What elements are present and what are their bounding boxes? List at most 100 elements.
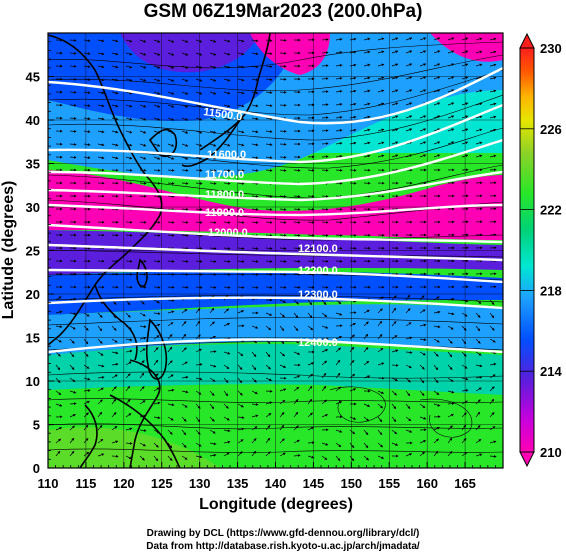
wind-arrow bbox=[83, 39, 91, 42]
wind-arrow bbox=[265, 169, 273, 172]
wind-arrow bbox=[167, 455, 173, 461]
wind-arrow bbox=[391, 102, 399, 106]
wind-arrow bbox=[181, 104, 189, 108]
wind-arrow bbox=[69, 64, 77, 68]
wind-arrow bbox=[223, 429, 231, 433]
wind-arrow bbox=[279, 38, 287, 42]
colorbar-label: 226 bbox=[540, 122, 562, 137]
wind-arrow bbox=[321, 51, 329, 55]
grid-lines bbox=[48, 33, 503, 468]
wind-arrow bbox=[195, 156, 203, 160]
wind-arrow bbox=[69, 129, 77, 133]
wind-arrow bbox=[279, 452, 286, 457]
wind-arrow bbox=[111, 104, 119, 108]
wind-arrow bbox=[405, 416, 412, 422]
wind-arrow bbox=[307, 285, 315, 289]
wind-arrow bbox=[419, 141, 427, 145]
wind-arrow bbox=[251, 260, 259, 263]
wind-arrow bbox=[167, 208, 175, 211]
wind-arrow bbox=[419, 89, 427, 93]
wind-arrow bbox=[363, 375, 371, 379]
wind-arrow bbox=[125, 338, 133, 342]
colorbar: 230 226 222 218 214 210 bbox=[519, 32, 562, 468]
wind-arrow bbox=[69, 351, 75, 358]
wind-arrow bbox=[293, 208, 301, 211]
wind-arrow bbox=[391, 37, 399, 41]
wind-arrow bbox=[419, 309, 426, 314]
wind-arrow bbox=[97, 156, 105, 160]
wind-arrow bbox=[181, 308, 188, 314]
wind-arrow bbox=[349, 442, 355, 449]
wind-arrow bbox=[209, 273, 217, 276]
wind-arrow bbox=[97, 376, 105, 379]
wind-arrow bbox=[223, 78, 231, 82]
wind-arrow bbox=[349, 128, 357, 132]
wind-arrow bbox=[139, 325, 147, 328]
wind-arrow bbox=[69, 51, 77, 55]
wind-arrow bbox=[377, 128, 385, 132]
wind-arrow bbox=[209, 307, 215, 314]
wind-arrow bbox=[237, 39, 245, 43]
wind-arrow bbox=[461, 115, 469, 119]
wind-arrow bbox=[307, 194, 315, 198]
contour-label-12100: 12100.0 bbox=[298, 243, 338, 255]
wind-arrow bbox=[139, 299, 145, 305]
wind-arrow bbox=[167, 195, 175, 198]
wind-arrow bbox=[153, 299, 160, 304]
wind-arrow bbox=[251, 414, 259, 418]
wind-arrow bbox=[447, 402, 455, 405]
wind-arrow bbox=[265, 260, 273, 263]
wind-arrow bbox=[447, 364, 453, 370]
wind-arrow bbox=[237, 221, 245, 224]
wind-arrow bbox=[83, 389, 91, 392]
wind-arrow bbox=[139, 52, 147, 56]
wind-arrow bbox=[223, 91, 231, 95]
wind-arrow bbox=[97, 411, 103, 418]
wind-arrow bbox=[321, 442, 329, 446]
wind-arrow bbox=[69, 297, 77, 301]
wind-arrow bbox=[167, 416, 174, 421]
wind-arrow bbox=[293, 195, 301, 198]
wind-arrow bbox=[251, 247, 259, 250]
wind-arrow bbox=[153, 233, 161, 237]
wind-arrow bbox=[293, 273, 301, 276]
wind-arrow bbox=[153, 359, 159, 366]
wind-arrow bbox=[265, 325, 272, 331]
wind-arrow bbox=[335, 359, 341, 366]
wind-arrow bbox=[405, 351, 413, 354]
wind-arrow bbox=[153, 442, 159, 448]
wind-arrow bbox=[69, 116, 77, 120]
wind-arrow bbox=[153, 285, 161, 289]
wind-arrow bbox=[209, 182, 217, 185]
contour-11500 bbox=[48, 66, 503, 125]
wind-arrow bbox=[83, 143, 91, 146]
wind-arrow bbox=[461, 400, 468, 405]
wind-arrow bbox=[489, 374, 496, 379]
wind-arrow bbox=[69, 437, 75, 444]
wind-arrow bbox=[489, 398, 495, 405]
wind-arrow bbox=[363, 360, 370, 366]
wind-arrow bbox=[475, 312, 481, 318]
wind-arrow bbox=[433, 76, 441, 80]
wind-arrow bbox=[293, 351, 301, 355]
wind-arrow bbox=[335, 38, 343, 41]
wind-arrow bbox=[55, 296, 62, 301]
wind-arrow bbox=[83, 377, 91, 381]
wind-arrow bbox=[475, 128, 483, 132]
wind-arrow bbox=[251, 156, 259, 160]
wind-arrow bbox=[307, 168, 315, 172]
wind-arrow bbox=[195, 130, 203, 134]
wind-arrow bbox=[447, 297, 455, 301]
wind-arrow bbox=[419, 154, 427, 158]
wind-arrow bbox=[125, 117, 133, 121]
wind-arrow bbox=[391, 390, 397, 396]
wind-arrow bbox=[279, 273, 287, 276]
wind-arrow bbox=[363, 63, 371, 67]
contour-11800 bbox=[48, 170, 503, 202]
wind-arrow bbox=[209, 429, 216, 434]
wind-arrow bbox=[279, 312, 286, 318]
wind-arrow bbox=[69, 103, 77, 107]
wind-arrow bbox=[447, 89, 455, 93]
wind-arrow bbox=[181, 260, 189, 263]
wind-arrow bbox=[279, 388, 287, 392]
